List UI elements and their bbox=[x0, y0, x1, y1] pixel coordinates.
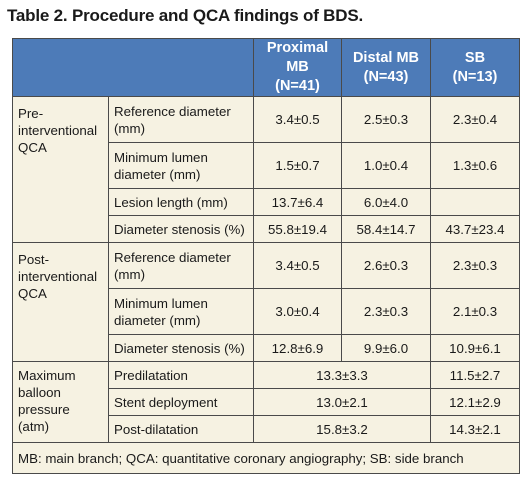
table-row: Post-dilatation 15.8±3.2 14.3±2.1 bbox=[13, 415, 520, 443]
cell-sb: 2.1±0.3 bbox=[430, 288, 520, 335]
cell-proximal-mb: 3.4±0.5 bbox=[253, 96, 342, 143]
col-header-sb: SB (N=13) bbox=[430, 38, 520, 97]
cell-distal-mb: 2.5±0.3 bbox=[341, 96, 431, 143]
cell-sb: 43.7±23.4 bbox=[430, 215, 520, 243]
row-label: Diameter stenosis (%) bbox=[108, 334, 254, 362]
row-label: Post-dilatation bbox=[108, 415, 254, 443]
table-row: Maximum balloon pressure (atm) Predilata… bbox=[12, 361, 520, 443]
cell-proximal-mb: 3.0±0.4 bbox=[253, 288, 342, 335]
cell-proximal-mb: 13.7±6.4 bbox=[253, 188, 342, 216]
table-row: Minimum lumen diameter (mm) 1.5±0.7 1.0±… bbox=[13, 142, 520, 189]
cell-sb bbox=[430, 188, 520, 216]
col-header-name: SB bbox=[464, 49, 486, 66]
cell-proximal-mb: 12.8±6.9 bbox=[253, 334, 342, 362]
col-header-n: (N=41) bbox=[275, 78, 320, 94]
cell-distal-mb: 9.9±6.0 bbox=[341, 334, 431, 362]
group-label-pre: Pre- interventional QCA bbox=[12, 96, 109, 243]
footnote: MB: main branch; QCA: quantitative coron… bbox=[12, 442, 520, 474]
row-label: Diameter stenosis (%) bbox=[108, 215, 254, 243]
group-label-pressure: Maximum balloon pressure (atm) bbox=[12, 361, 109, 443]
col-header-distal-mb: Distal MB (N=43) bbox=[341, 38, 431, 97]
col-header-proximal-mb: Proximal MB (N=41) bbox=[253, 38, 342, 97]
group-label-post: Post- interventional QCA bbox=[12, 242, 109, 362]
cell-sb: 14.3±2.1 bbox=[430, 415, 520, 443]
row-label: Minimum lumen diameter (mm) bbox=[108, 142, 254, 189]
row-label: Minimum lumen diameter (mm) bbox=[108, 288, 254, 335]
table-row: Post- interventional QCA Reference diame… bbox=[12, 242, 520, 362]
row-label: Reference diameter (mm) bbox=[108, 242, 254, 289]
cell-distal-mb: 6.0±4.0 bbox=[341, 188, 431, 216]
table-row: Stent deployment 13.0±2.1 12.1±2.9 bbox=[13, 388, 520, 416]
cell-proximal-mb: 55.8±19.4 bbox=[253, 215, 342, 243]
cell-distal-mb: 58.4±14.7 bbox=[341, 215, 431, 243]
cell-sb: 11.5±2.7 bbox=[430, 361, 520, 389]
qca-findings-table: Proximal MB (N=41) Distal MB (N=43) SB (… bbox=[12, 38, 520, 474]
table-row: Minimum lumen diameter (mm) 3.0±0.4 2.3±… bbox=[13, 288, 520, 335]
cell-sb: 10.9±6.1 bbox=[430, 334, 520, 362]
cell-main-branch: 15.8±3.2 bbox=[253, 415, 431, 443]
cell-distal-mb: 1.0±0.4 bbox=[341, 142, 431, 189]
cell-main-branch: 13.3±3.3 bbox=[253, 361, 431, 389]
cell-main-branch: 13.0±2.1 bbox=[253, 388, 431, 416]
row-label: Predilatation bbox=[108, 361, 254, 389]
cell-distal-mb: 2.6±0.3 bbox=[341, 242, 431, 289]
cell-sb: 2.3±0.4 bbox=[430, 96, 520, 143]
col-header-n: (N=13) bbox=[452, 68, 498, 85]
col-header-n: (N=43) bbox=[363, 68, 409, 85]
row-label: Lesion length (mm) bbox=[108, 188, 254, 216]
row-label: Stent deployment bbox=[108, 388, 254, 416]
cell-sb: 1.3±0.6 bbox=[430, 142, 520, 189]
header-blank bbox=[12, 38, 254, 97]
row-label: Reference diameter (mm) bbox=[108, 96, 254, 143]
table-row: Diameter stenosis (%) 12.8±6.9 9.9±6.0 1… bbox=[13, 334, 520, 362]
table-row: Diameter stenosis (%) 55.8±19.4 58.4±14.… bbox=[13, 215, 520, 243]
col-header-name: Proximal MB bbox=[266, 40, 329, 75]
table-row: Pre- interventional QCA Reference diamet… bbox=[12, 96, 520, 243]
cell-sb: 12.1±2.9 bbox=[430, 388, 520, 416]
cell-proximal-mb: 3.4±0.5 bbox=[253, 242, 342, 289]
table-title: Table 2. Procedure and QCA findings of B… bbox=[7, 6, 363, 25]
header-row: Proximal MB (N=41) Distal MB (N=43) SB (… bbox=[12, 38, 520, 97]
col-header-name: Distal MB bbox=[352, 49, 420, 66]
cell-sb: 2.3±0.3 bbox=[430, 242, 520, 289]
cell-distal-mb: 2.3±0.3 bbox=[341, 288, 431, 335]
cell-proximal-mb: 1.5±0.7 bbox=[253, 142, 342, 189]
footnote-row: MB: main branch; QCA: quantitative coron… bbox=[12, 442, 520, 474]
